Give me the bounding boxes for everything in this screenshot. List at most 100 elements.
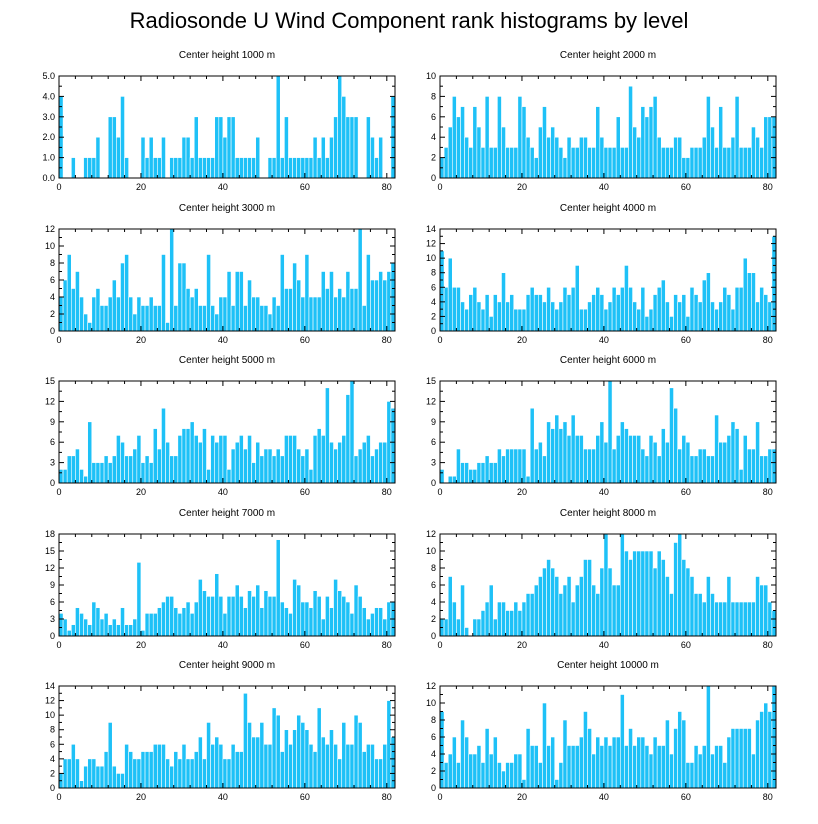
histogram-bar bbox=[304, 729, 310, 789]
panel-title: Center height 4000 m bbox=[560, 203, 656, 214]
histogram-bar bbox=[374, 157, 379, 179]
histogram-bar bbox=[513, 601, 519, 637]
histogram-bar bbox=[701, 279, 707, 332]
histogram-bar bbox=[243, 305, 248, 332]
histogram-bar bbox=[763, 116, 769, 179]
y-tick-label: 6 bbox=[50, 597, 55, 607]
y-tick-label: 1.0 bbox=[42, 153, 55, 163]
histogram-bar bbox=[509, 762, 515, 789]
histogram-bar bbox=[697, 147, 703, 179]
histogram-bar bbox=[91, 758, 97, 789]
histogram-bar bbox=[451, 475, 457, 484]
histogram-bar bbox=[615, 584, 621, 637]
histogram-bar bbox=[259, 305, 265, 332]
histogram-bar bbox=[349, 116, 355, 179]
histogram-bar bbox=[255, 136, 261, 179]
histogram-bar bbox=[70, 743, 76, 789]
histogram-bar bbox=[222, 613, 228, 637]
histogram-bar bbox=[70, 624, 76, 637]
histogram-bar bbox=[210, 596, 216, 637]
histogram-bar bbox=[300, 722, 306, 789]
histogram-bar bbox=[312, 296, 318, 332]
histogram-bar bbox=[677, 711, 683, 789]
histogram-bar bbox=[251, 296, 256, 332]
histogram-bar bbox=[587, 147, 592, 179]
y-tick-label: 2 bbox=[431, 614, 436, 624]
histogram-bar bbox=[497, 301, 502, 332]
histogram-bar bbox=[574, 435, 580, 484]
histogram-bar bbox=[120, 441, 125, 484]
histogram-bar bbox=[468, 147, 474, 179]
histogram-bar bbox=[476, 301, 482, 332]
histogram-bar bbox=[607, 147, 613, 179]
x-tick-label: 20 bbox=[136, 640, 146, 650]
histogram-bar bbox=[624, 147, 629, 179]
y-tick-label: 12 bbox=[426, 529, 436, 539]
histogram-bar bbox=[378, 136, 384, 179]
histogram-bar bbox=[579, 136, 584, 179]
histogram-bar bbox=[583, 136, 588, 179]
histogram-bar bbox=[353, 455, 359, 484]
histogram-bar bbox=[607, 567, 613, 637]
histogram-bar bbox=[476, 126, 482, 179]
histogram-bar bbox=[456, 618, 461, 637]
histogram-bar bbox=[529, 147, 535, 179]
histogram-bar bbox=[230, 116, 236, 179]
histogram-bar bbox=[99, 765, 105, 789]
histogram-panel: Center height 10000 m 0 20 40 60 80 0 2 4 6 8 10 12 bbox=[426, 660, 777, 802]
histogram-bar bbox=[382, 618, 388, 637]
histogram-bar bbox=[189, 157, 195, 179]
histogram-bar bbox=[214, 573, 220, 637]
histogram-bar bbox=[497, 96, 502, 179]
histogram-bar bbox=[120, 607, 125, 637]
histogram-bar bbox=[275, 448, 281, 484]
histogram-bar bbox=[456, 448, 461, 484]
histogram-bar bbox=[726, 435, 732, 484]
y-tick-label: 12 bbox=[45, 396, 55, 406]
histogram-bar bbox=[513, 753, 519, 789]
x-tick-label: 80 bbox=[763, 487, 773, 497]
x-tick-label: 40 bbox=[599, 335, 609, 345]
y-tick-label: 2 bbox=[431, 766, 436, 776]
x-tick-label: 80 bbox=[763, 182, 773, 192]
histogram-bar bbox=[120, 262, 125, 332]
histogram-bar bbox=[316, 296, 322, 332]
histogram-bar bbox=[517, 308, 523, 332]
histogram-panel: Center height 9000 m 0 20 40 60 80 0 2 4 6 8 10 12 14 bbox=[45, 660, 396, 802]
histogram-bar bbox=[451, 286, 457, 332]
histogram-bar bbox=[349, 743, 355, 789]
histogram-bar bbox=[366, 116, 371, 179]
histogram-bar bbox=[66, 254, 72, 332]
histogram-panel: Center height 1000 m 0 20 40 60 80 0.0 1.0 2.0 3.… bbox=[42, 50, 396, 192]
histogram-bar bbox=[370, 279, 375, 332]
y-tick-label: 4 bbox=[50, 292, 55, 302]
histogram-bar bbox=[148, 462, 154, 484]
histogram-bar bbox=[325, 288, 330, 332]
histogram-bar bbox=[755, 421, 760, 484]
histogram-bar bbox=[554, 136, 560, 179]
histogram-bar bbox=[624, 550, 629, 637]
histogram-bar bbox=[562, 584, 568, 637]
histogram-bar bbox=[366, 254, 371, 332]
histogram-bar bbox=[271, 455, 277, 484]
histogram-bar bbox=[202, 758, 207, 789]
histogram-bar bbox=[730, 728, 736, 789]
histogram-bar bbox=[603, 736, 609, 789]
histogram-bar bbox=[669, 387, 674, 484]
histogram-bar bbox=[579, 435, 584, 484]
histogram-bar bbox=[132, 313, 138, 332]
histogram-bar bbox=[349, 288, 355, 332]
y-tick-label: 8 bbox=[431, 268, 436, 278]
histogram-bar bbox=[689, 762, 695, 789]
histogram-bar bbox=[681, 559, 687, 637]
histogram-bar bbox=[632, 435, 637, 484]
histogram-bar bbox=[325, 157, 330, 179]
histogram-bar bbox=[296, 448, 302, 484]
histogram-bar bbox=[99, 462, 105, 484]
histogram-bar bbox=[701, 601, 707, 637]
histogram-bar bbox=[439, 711, 445, 789]
histogram-bar bbox=[492, 618, 498, 637]
histogram-bar bbox=[288, 435, 293, 484]
histogram-bar bbox=[706, 455, 711, 484]
histogram-bar bbox=[665, 719, 670, 789]
